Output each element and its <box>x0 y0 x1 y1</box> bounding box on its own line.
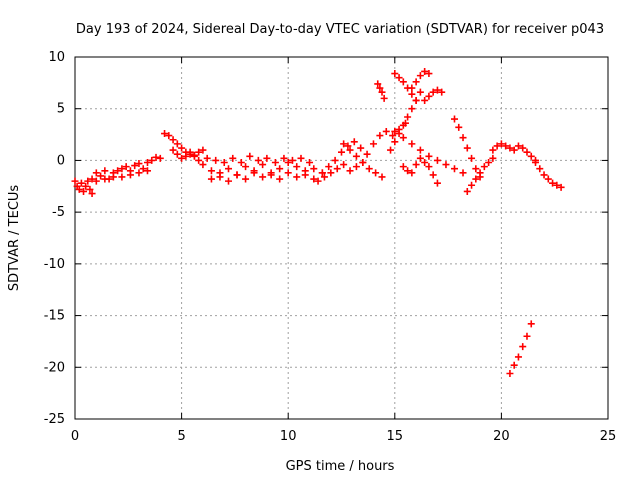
chart-background <box>0 0 640 480</box>
y-tick-label: -20 <box>44 360 65 375</box>
x-tick-label: 15 <box>387 429 404 444</box>
y-tick-label: 5 <box>57 102 65 117</box>
y-tick-label: -10 <box>44 257 65 272</box>
y-tick-label: 10 <box>48 50 65 65</box>
x-tick-label: 25 <box>600 429 617 444</box>
y-tick-label: -15 <box>44 309 65 324</box>
y-axis-label: SDTVAR / TECUs <box>7 185 22 292</box>
y-tick-label: 0 <box>57 153 65 168</box>
y-tick-label: -5 <box>52 205 65 220</box>
x-tick-label: 5 <box>177 429 185 444</box>
y-tick-label: -25 <box>44 412 65 427</box>
chart-title: Day 193 of 2024, Sidereal Day-to-day VTE… <box>76 22 604 37</box>
x-axis-label: GPS time / hours <box>286 459 395 474</box>
x-tick-label: 0 <box>71 429 79 444</box>
x-tick-label: 20 <box>493 429 510 444</box>
x-tick-label: 10 <box>280 429 297 444</box>
scatter-chart: Day 193 of 2024, Sidereal Day-to-day VTE… <box>0 0 640 480</box>
